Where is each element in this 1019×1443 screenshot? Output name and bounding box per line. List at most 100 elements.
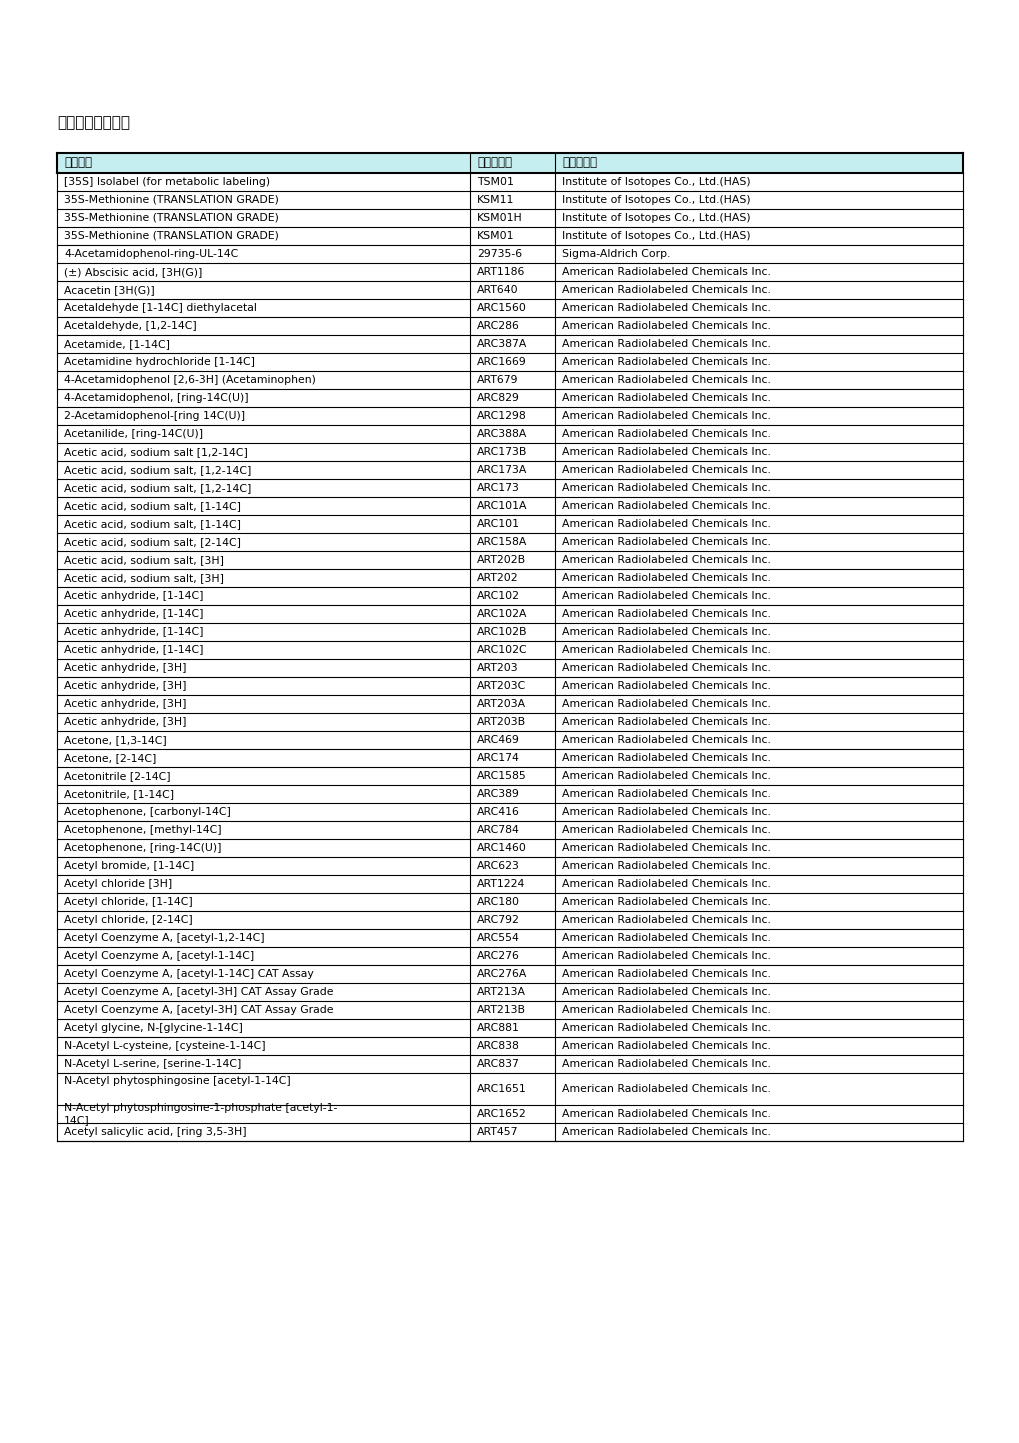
Text: Acetic acid, sodium salt [1,2-14C]: Acetic acid, sodium salt [1,2-14C] xyxy=(64,447,248,457)
Text: ARC101: ARC101 xyxy=(477,519,520,530)
Text: Acetyl Coenzyme A, [acetyl-3H] CAT Assay Grade: Acetyl Coenzyme A, [acetyl-3H] CAT Assay… xyxy=(64,1004,333,1014)
Text: ARC173B: ARC173B xyxy=(477,447,527,457)
Text: Acetic acid, sodium salt, [1,2-14C]: Acetic acid, sodium salt, [1,2-14C] xyxy=(64,465,251,475)
Bar xyxy=(57,153,962,173)
Text: ARC1298: ARC1298 xyxy=(477,411,526,421)
Text: Acetic acid, sodium salt, [2-14C]: Acetic acid, sodium salt, [2-14C] xyxy=(64,537,240,547)
Text: American Radiolabeled Chemicals Inc.: American Radiolabeled Chemicals Inc. xyxy=(561,286,770,294)
Text: ART213B: ART213B xyxy=(477,1004,526,1014)
Text: Acetophenone, [ring-14C(U)]: Acetophenone, [ring-14C(U)] xyxy=(64,843,221,853)
Text: 4-Acetamidophenol [2,6-3H] (Acetaminophen): 4-Acetamidophenol [2,6-3H] (Acetaminophe… xyxy=(64,375,316,385)
Text: ARC1460: ARC1460 xyxy=(477,843,527,853)
Text: ARC158A: ARC158A xyxy=(477,537,527,547)
Text: ART1186: ART1186 xyxy=(477,267,525,277)
Text: American Radiolabeled Chemicals Inc.: American Radiolabeled Chemicals Inc. xyxy=(561,465,770,475)
Text: ARC881: ARC881 xyxy=(477,1023,520,1033)
Text: [35S] Isolabel (for metabolic labeling): [35S] Isolabel (for metabolic labeling) xyxy=(64,177,270,188)
Text: ART213A: ART213A xyxy=(477,987,526,997)
Text: ARC792: ARC792 xyxy=(477,915,520,925)
Text: ARC416: ARC416 xyxy=(477,807,520,817)
Text: ART202: ART202 xyxy=(477,573,518,583)
Text: American Radiolabeled Chemicals Inc.: American Radiolabeled Chemicals Inc. xyxy=(561,537,770,547)
Text: American Radiolabeled Chemicals Inc.: American Radiolabeled Chemicals Inc. xyxy=(561,628,770,636)
Text: Acetic acid, sodium salt, [1-14C]: Acetic acid, sodium salt, [1-14C] xyxy=(64,501,240,511)
Text: American Radiolabeled Chemicals Inc.: American Radiolabeled Chemicals Inc. xyxy=(561,592,770,600)
Text: American Radiolabeled Chemicals Inc.: American Radiolabeled Chemicals Inc. xyxy=(561,717,770,727)
Text: Acetophenone, [carbonyl-14C]: Acetophenone, [carbonyl-14C] xyxy=(64,807,230,817)
Text: Acetyl chloride, [2-14C]: Acetyl chloride, [2-14C] xyxy=(64,915,193,925)
Text: N-Acetyl phytosphingosine [acetyl-1-14C]: N-Acetyl phytosphingosine [acetyl-1-14C] xyxy=(64,1076,290,1087)
Text: Acetic anhydride, [1-14C]: Acetic anhydride, [1-14C] xyxy=(64,609,204,619)
Text: 2-Acetamidophenol-[ring 14C(U)]: 2-Acetamidophenol-[ring 14C(U)] xyxy=(64,411,245,421)
Text: ARC101A: ARC101A xyxy=(477,501,527,511)
Text: Acetone, [1,3-14C]: Acetone, [1,3-14C] xyxy=(64,734,166,745)
Text: Acetic anhydride, [3H]: Acetic anhydride, [3H] xyxy=(64,681,186,691)
Text: American Radiolabeled Chemicals Inc.: American Radiolabeled Chemicals Inc. xyxy=(561,1110,770,1118)
Text: TSM01: TSM01 xyxy=(477,177,514,188)
Text: ART202B: ART202B xyxy=(477,556,526,566)
Text: ARC554: ARC554 xyxy=(477,934,520,942)
Text: ARC838: ARC838 xyxy=(477,1040,520,1051)
Text: American Radiolabeled Chemicals Inc.: American Radiolabeled Chemicals Inc. xyxy=(561,951,770,961)
Text: ARC173: ARC173 xyxy=(477,483,520,494)
Text: American Radiolabeled Chemicals Inc.: American Radiolabeled Chemicals Inc. xyxy=(561,681,770,691)
Text: American Radiolabeled Chemicals Inc.: American Radiolabeled Chemicals Inc. xyxy=(561,375,770,385)
Text: American Radiolabeled Chemicals Inc.: American Radiolabeled Chemicals Inc. xyxy=(561,934,770,942)
Text: American Radiolabeled Chemicals Inc.: American Radiolabeled Chemicals Inc. xyxy=(561,662,770,672)
Text: ART203C: ART203C xyxy=(477,681,526,691)
Text: American Radiolabeled Chemicals Inc.: American Radiolabeled Chemicals Inc. xyxy=(561,970,770,978)
Text: American Radiolabeled Chemicals Inc.: American Radiolabeled Chemicals Inc. xyxy=(561,843,770,853)
Text: ARC387A: ARC387A xyxy=(477,339,527,349)
Text: ARC829: ARC829 xyxy=(477,392,520,403)
Text: Acetonitrile [2-14C]: Acetonitrile [2-14C] xyxy=(64,771,170,781)
Text: Institute of Isotopes Co., Ltd.(HAS): Institute of Isotopes Co., Ltd.(HAS) xyxy=(561,195,750,205)
Text: Acetic anhydride, [3H]: Acetic anhydride, [3H] xyxy=(64,698,186,709)
Text: Sigma-Aldrich Corp.: Sigma-Aldrich Corp. xyxy=(561,250,669,258)
Text: Acetyl bromide, [1-14C]: Acetyl bromide, [1-14C] xyxy=(64,861,194,872)
Text: ARC623: ARC623 xyxy=(477,861,520,872)
Text: Acetonitrile, [1-14C]: Acetonitrile, [1-14C] xyxy=(64,789,174,799)
Text: Acetic acid, sodium salt, [3H]: Acetic acid, sodium salt, [3H] xyxy=(64,556,224,566)
Text: ART203: ART203 xyxy=(477,662,518,672)
Text: American Radiolabeled Chemicals Inc.: American Radiolabeled Chemicals Inc. xyxy=(561,483,770,494)
Text: American Radiolabeled Chemicals Inc.: American Radiolabeled Chemicals Inc. xyxy=(561,1040,770,1051)
Text: 製品名称: 製品名称 xyxy=(64,156,92,169)
Text: American Radiolabeled Chemicals Inc.: American Radiolabeled Chemicals Inc. xyxy=(561,771,770,781)
Text: ARC180: ARC180 xyxy=(477,898,520,908)
Text: Acetamide, [1-14C]: Acetamide, [1-14C] xyxy=(64,339,170,349)
Text: Institute of Isotopes Co., Ltd.(HAS): Institute of Isotopes Co., Ltd.(HAS) xyxy=(561,231,750,241)
Text: American Radiolabeled Chemicals Inc.: American Radiolabeled Chemicals Inc. xyxy=(561,303,770,313)
Text: 35S-Methionine (TRANSLATION GRADE): 35S-Methionine (TRANSLATION GRADE) xyxy=(64,231,278,241)
Text: Acetyl chloride, [1-14C]: Acetyl chloride, [1-14C] xyxy=(64,898,193,908)
Text: N-Acetyl L-cysteine, [cysteine-1-14C]: N-Acetyl L-cysteine, [cysteine-1-14C] xyxy=(64,1040,265,1051)
Text: Acetyl chloride [3H]: Acetyl chloride [3H] xyxy=(64,879,172,889)
Text: American Radiolabeled Chemicals Inc.: American Radiolabeled Chemicals Inc. xyxy=(561,1059,770,1069)
Text: Acetic anhydride, [1-14C]: Acetic anhydride, [1-14C] xyxy=(64,592,204,600)
Text: Acacetin [3H(G)]: Acacetin [3H(G)] xyxy=(64,286,155,294)
Text: American Radiolabeled Chemicals Inc.: American Radiolabeled Chemicals Inc. xyxy=(561,501,770,511)
Text: American Radiolabeled Chemicals Inc.: American Radiolabeled Chemicals Inc. xyxy=(561,573,770,583)
Text: ARC1560: ARC1560 xyxy=(477,303,527,313)
Text: ARC102A: ARC102A xyxy=(477,609,527,619)
Text: Acetic acid, sodium salt, [1-14C]: Acetic acid, sodium salt, [1-14C] xyxy=(64,519,240,530)
Text: Acetaldehyde, [1,2-14C]: Acetaldehyde, [1,2-14C] xyxy=(64,320,197,330)
Text: Acetone, [2-14C]: Acetone, [2-14C] xyxy=(64,753,156,763)
Text: ARC388A: ARC388A xyxy=(477,429,527,439)
Text: American Radiolabeled Chemicals Inc.: American Radiolabeled Chemicals Inc. xyxy=(561,339,770,349)
Text: American Radiolabeled Chemicals Inc.: American Radiolabeled Chemicals Inc. xyxy=(561,320,770,330)
Text: Acetophenone, [methyl-14C]: Acetophenone, [methyl-14C] xyxy=(64,825,221,835)
Text: ARC389: ARC389 xyxy=(477,789,520,799)
Text: Acetaldehyde [1-14C] diethylacetal: Acetaldehyde [1-14C] diethylacetal xyxy=(64,303,257,313)
Text: American Radiolabeled Chemicals Inc.: American Radiolabeled Chemicals Inc. xyxy=(561,753,770,763)
Text: 製造元名称: 製造元名称 xyxy=(561,156,596,169)
Text: ARC1652: ARC1652 xyxy=(477,1110,526,1118)
Text: ART203A: ART203A xyxy=(477,698,526,709)
Text: American Radiolabeled Chemicals Inc.: American Radiolabeled Chemicals Inc. xyxy=(561,807,770,817)
Text: Acetic anhydride, [1-14C]: Acetic anhydride, [1-14C] xyxy=(64,628,204,636)
Text: Acetyl Coenzyme A, [acetyl-3H] CAT Assay Grade: Acetyl Coenzyme A, [acetyl-3H] CAT Assay… xyxy=(64,987,333,997)
Text: American Radiolabeled Chemicals Inc.: American Radiolabeled Chemicals Inc. xyxy=(561,698,770,709)
Text: 室町薬品株式会社: 室町薬品株式会社 xyxy=(57,115,129,130)
Text: ARC174: ARC174 xyxy=(477,753,520,763)
Text: ART203B: ART203B xyxy=(477,717,526,727)
Text: American Radiolabeled Chemicals Inc.: American Radiolabeled Chemicals Inc. xyxy=(561,1023,770,1033)
